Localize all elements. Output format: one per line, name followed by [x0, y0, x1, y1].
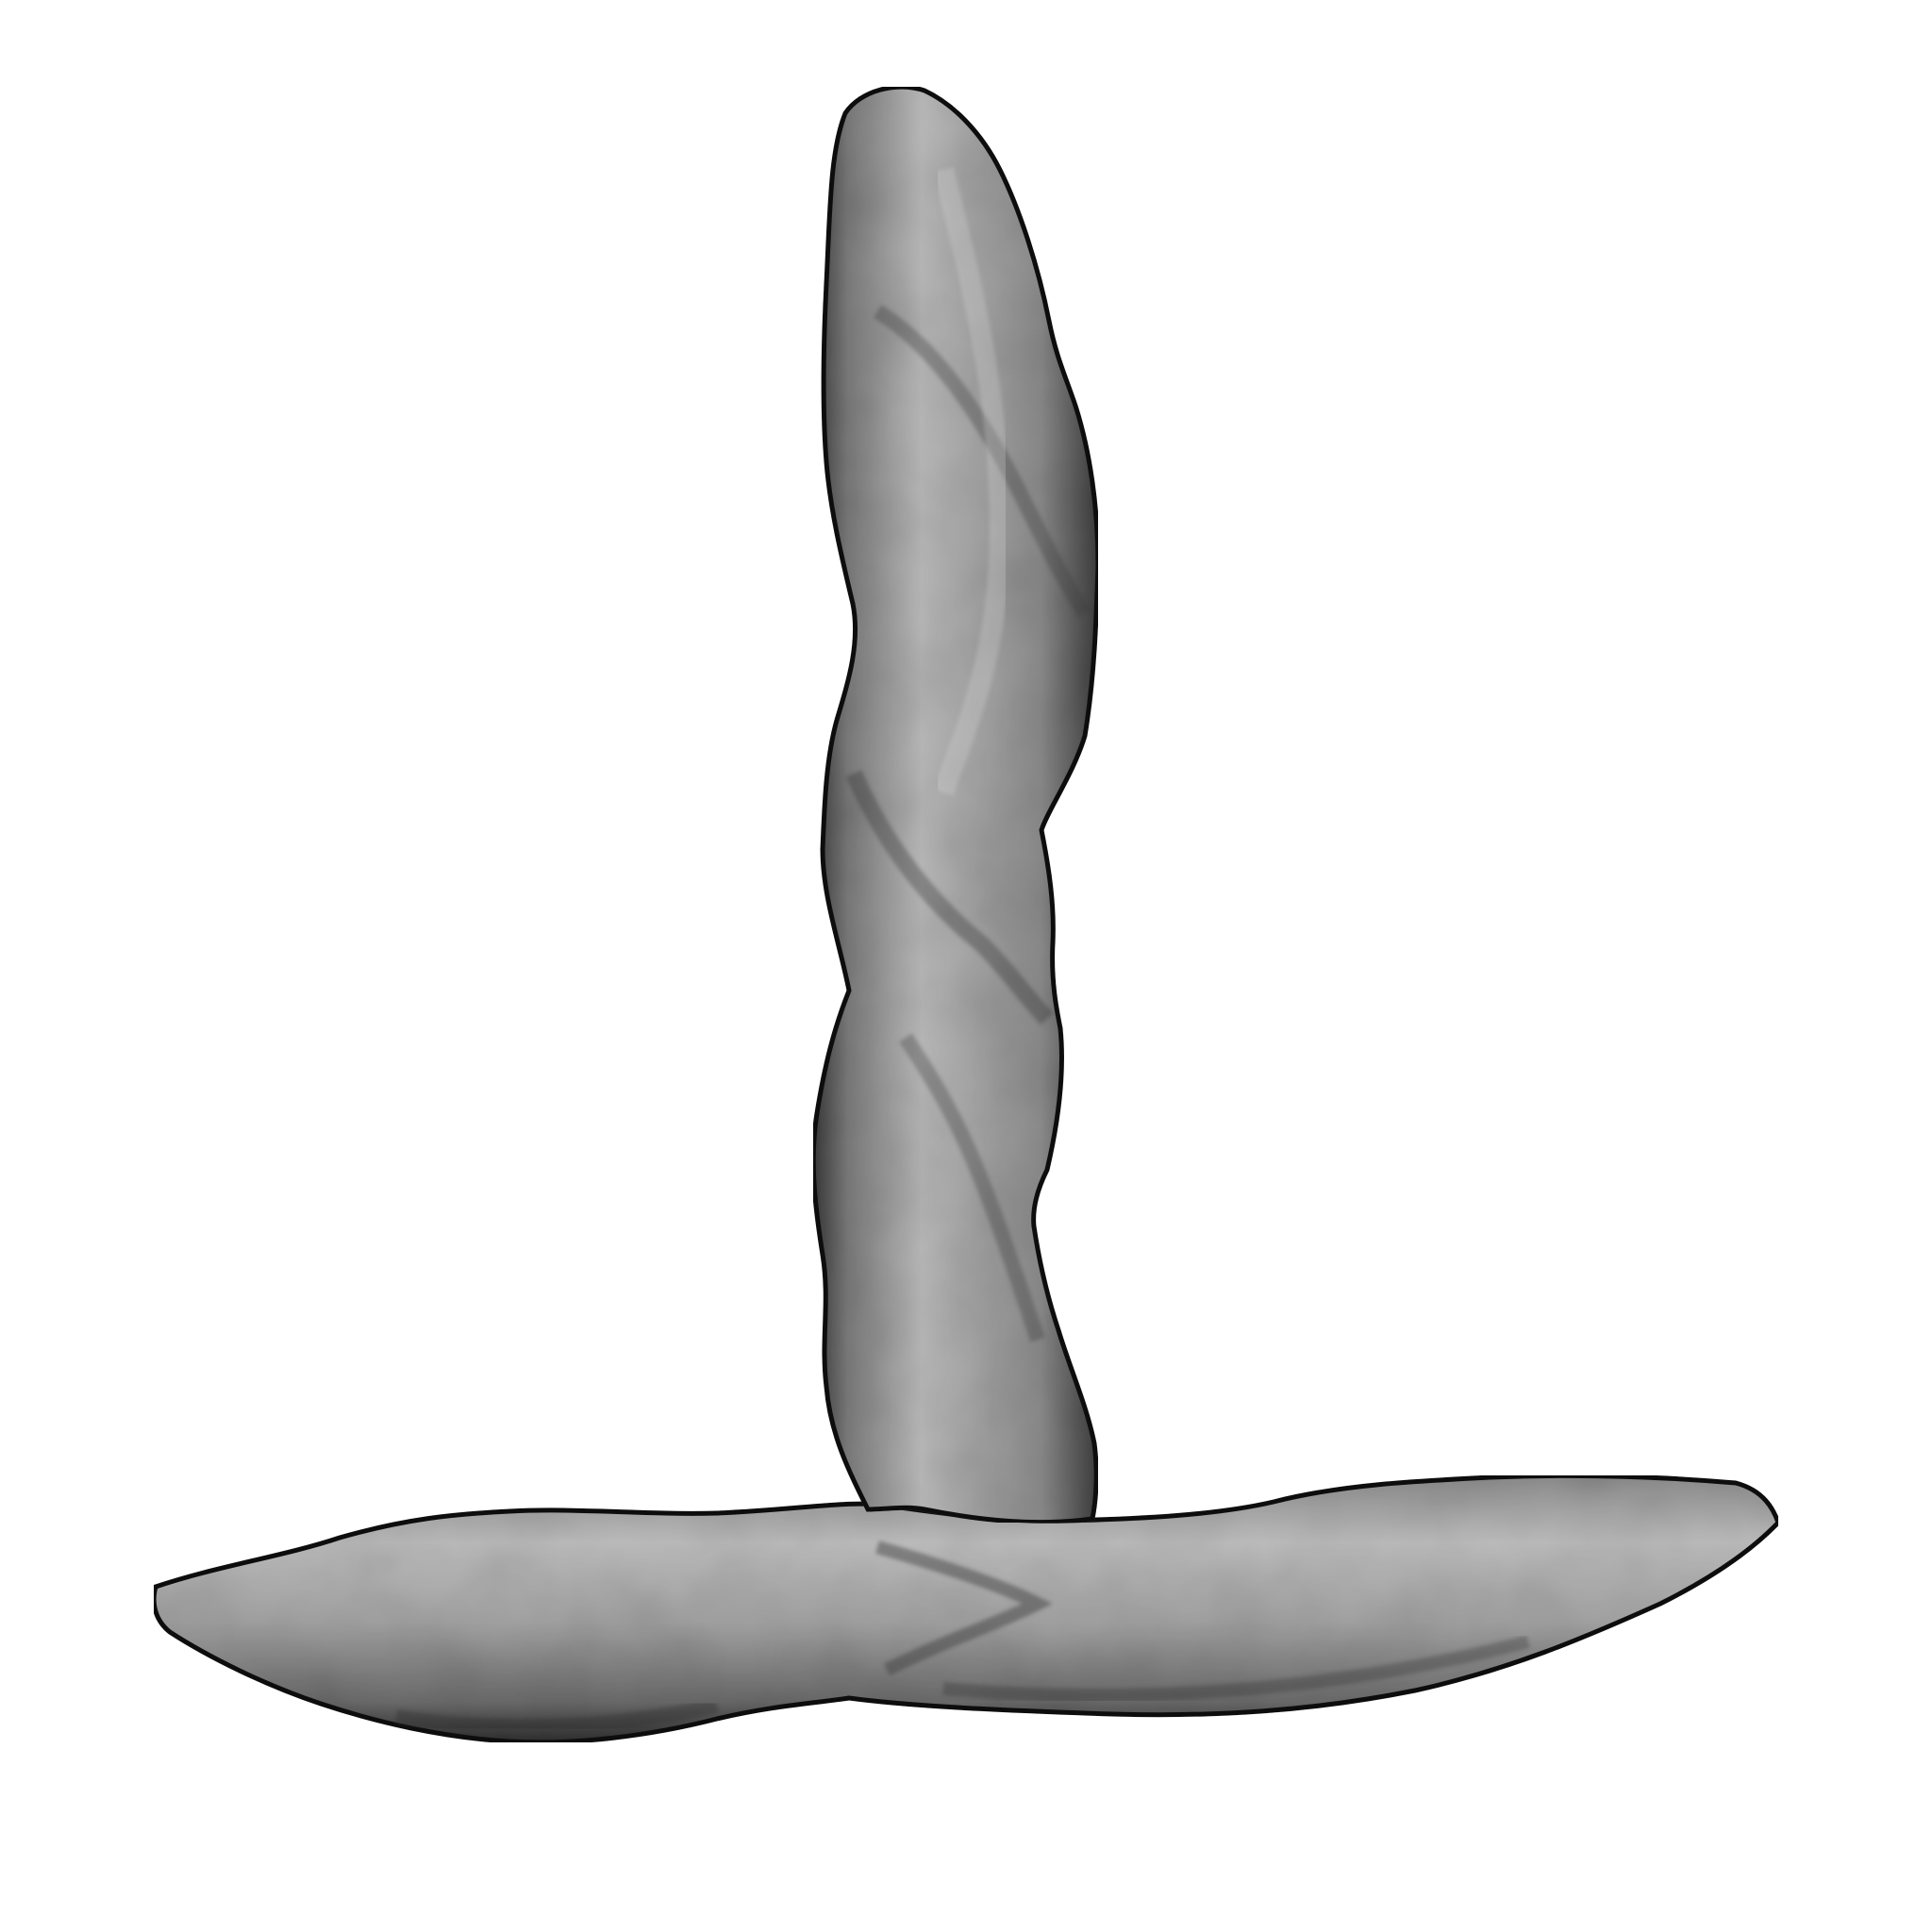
base-right-lower-shadow	[942, 1635, 1530, 1703]
base-filament	[151, 1473, 1781, 1745]
base-twist-crease	[875, 1541, 1053, 1676]
stem-twist-crease-1	[873, 305, 1091, 618]
base-lower-shadow	[394, 1698, 719, 1735]
stem-twist-crease-2	[845, 770, 1054, 1025]
vertical-stem-body	[810, 84, 1101, 1525]
vertical-stem-filament	[810, 84, 1101, 1525]
stem-twist-crease-3	[899, 1033, 1045, 1342]
stem-highlight	[933, 167, 1011, 796]
